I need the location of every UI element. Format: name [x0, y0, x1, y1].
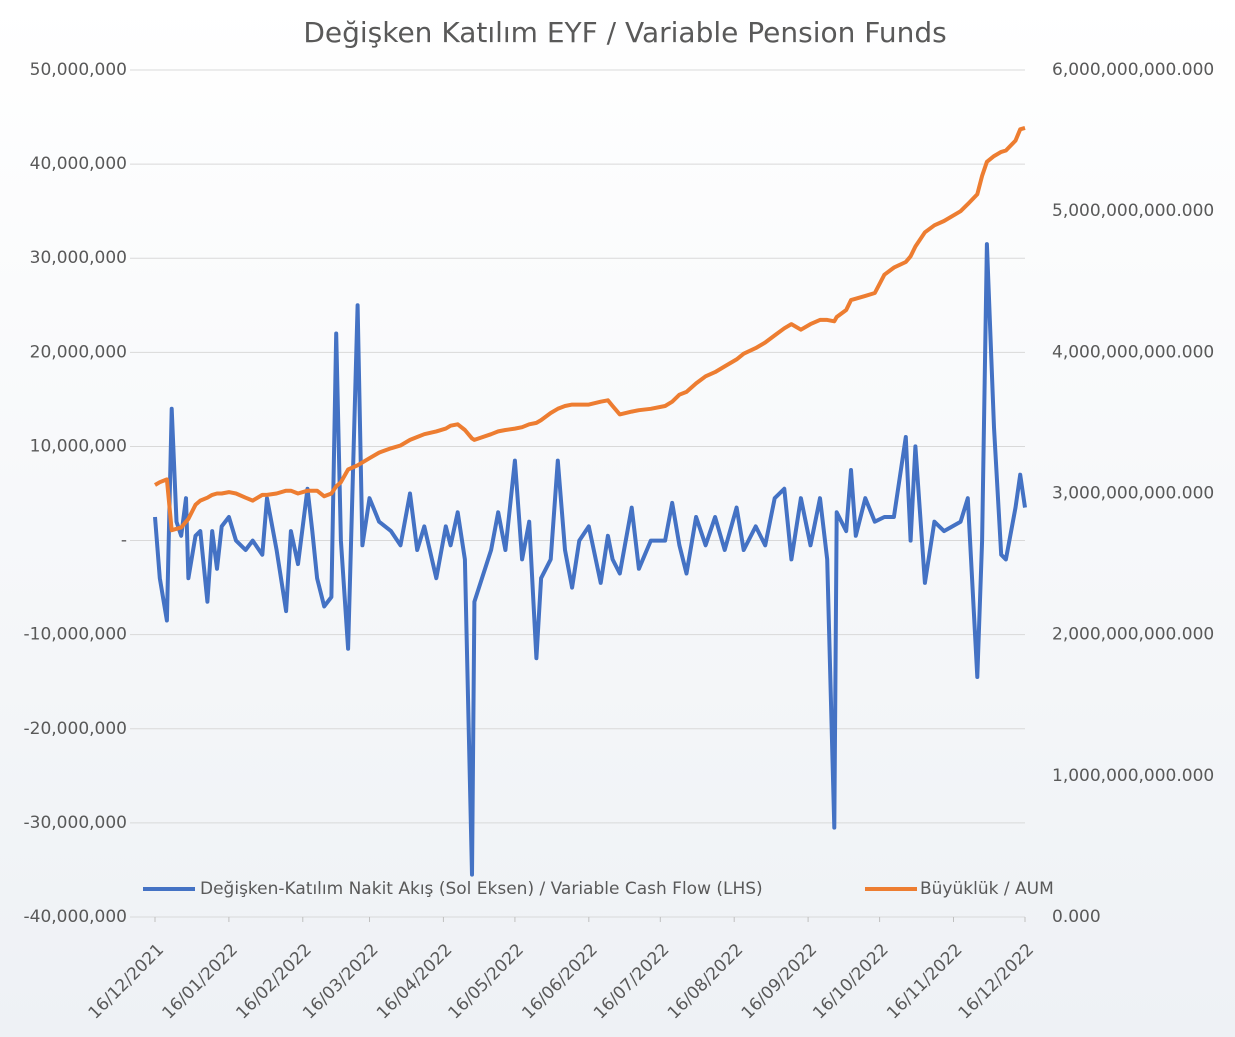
y2-tick-label: 0.000: [1052, 907, 1101, 927]
y-tick-label: 50,000,000: [30, 60, 127, 80]
y-tick-label: -40,000,000: [24, 907, 127, 927]
legend-label: Büyüklük / AUM: [920, 879, 1054, 899]
series-line: [153, 242, 1027, 877]
y-tick-label: -30,000,000: [24, 813, 127, 833]
y-tick-label: -20,000,000: [24, 719, 127, 739]
chart-title: Değişken Katılım EYF / Variable Pension …: [303, 16, 946, 49]
y2-tick-label: 4,000,000,000.000: [1052, 342, 1214, 362]
y2-tick-label: 1,000,000,000.000: [1052, 766, 1214, 786]
y-tick-label: -10,000,000: [24, 625, 127, 645]
y-tick-label: 10,000,000: [30, 436, 127, 456]
legend-label: Değişken-Katılım Nakit Akış (Sol Eksen) …: [200, 879, 763, 899]
y-tick-label: -: [121, 531, 127, 551]
y-tick-label: 30,000,000: [30, 248, 127, 268]
series-line: [153, 125, 1026, 533]
y2-tick-label: 2,000,000,000.000: [1052, 625, 1214, 645]
y2-tick-label: 5,000,000,000.000: [1052, 201, 1214, 221]
y-tick-label: 40,000,000: [30, 154, 127, 174]
y-tick-label: 20,000,000: [30, 342, 127, 362]
y2-tick-label: 6,000,000,000.000: [1052, 60, 1214, 80]
y2-tick-label: 3,000,000,000.000: [1052, 484, 1214, 504]
